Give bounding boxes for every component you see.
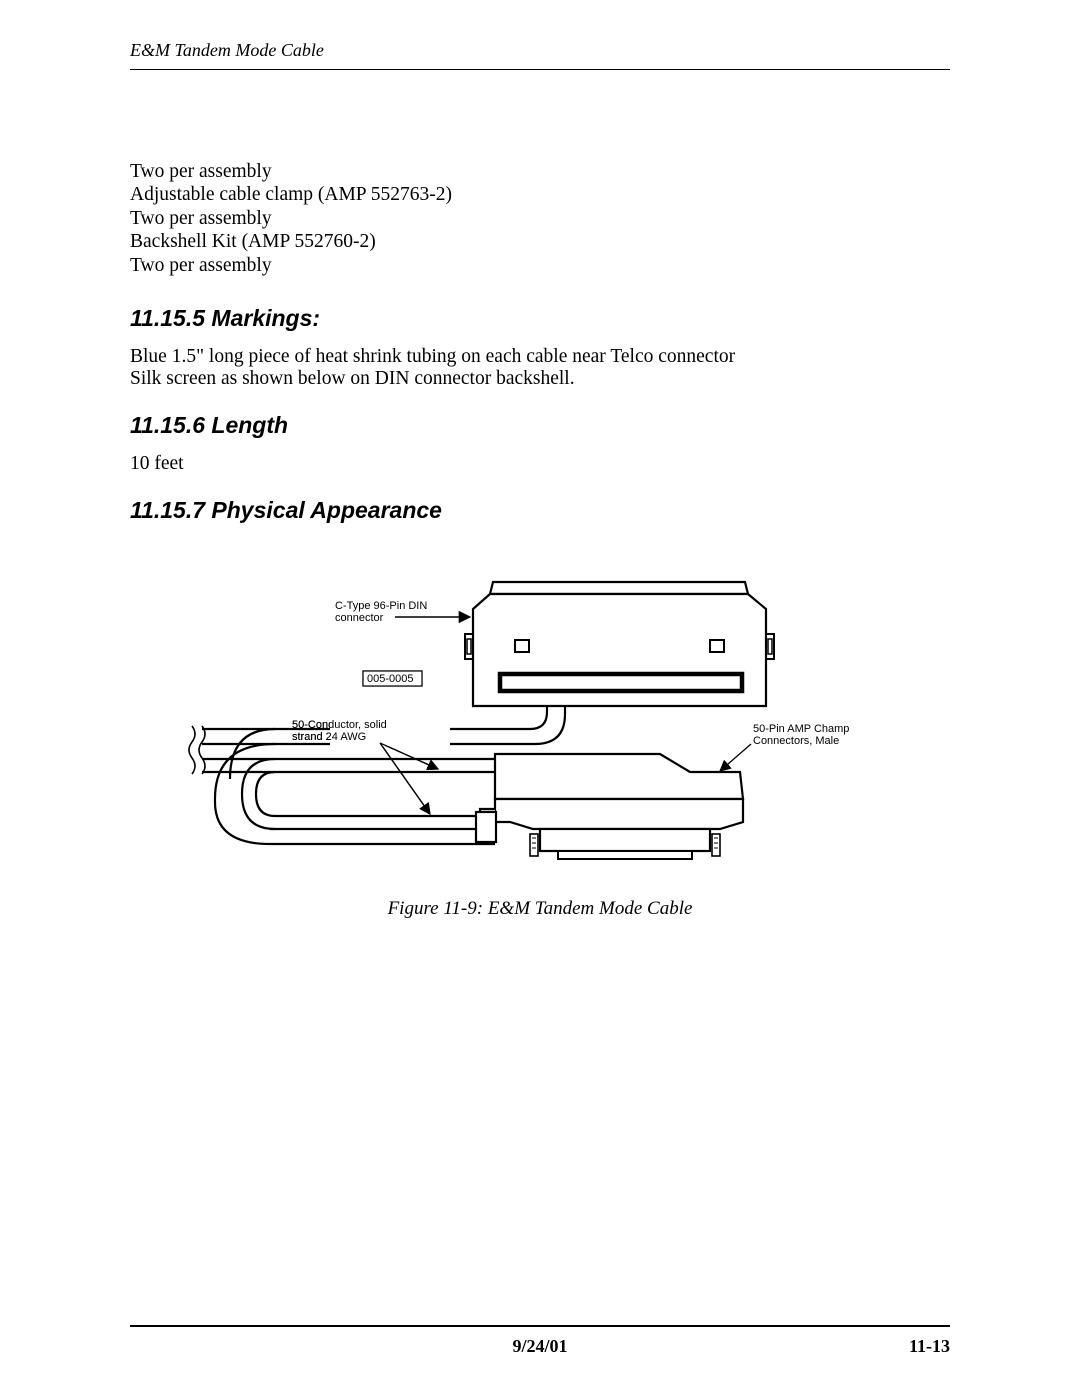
footer-page: 11-13: [909, 1336, 950, 1357]
cable-break-icon: [189, 726, 205, 774]
intro-line: Two per assembly: [130, 207, 950, 230]
svg-text:50-Conductor, solid: 50-Conductor, solid: [292, 719, 387, 731]
footer-rule: [130, 1325, 950, 1327]
heading-length: 11.15.6 Length: [130, 412, 950, 439]
page: E&M Tandem Mode Cable Two per assembly A…: [0, 0, 1080, 1397]
heading-appearance: 11.15.7 Physical Appearance: [130, 497, 950, 524]
heading-markings: 11.15.5 Markings:: [130, 305, 950, 332]
intro-line: Backshell Kit (AMP 552760-2): [130, 230, 950, 253]
figure-caption: Figure 11-9: E&M Tandem Mode Cable: [130, 898, 950, 920]
markings-line1: Blue 1.5" long piece of heat shrink tubi…: [130, 346, 950, 368]
lower-cable-entry: [476, 812, 496, 842]
markings-body: Blue 1.5" long piece of heat shrink tubi…: [130, 346, 950, 390]
din-label-line1: C-Type 96-Pin DIN: [335, 600, 427, 612]
svg-text:strand 24 AWG: strand 24 AWG: [292, 731, 366, 743]
din-connector-icon: [465, 582, 774, 706]
amp-label: 50-Pin AMP Champ Connectors, Male: [720, 723, 849, 771]
amp-label-line1: 50-Pin AMP Champ: [753, 723, 849, 735]
din-label: C-Type 96-Pin DIN connector: [335, 600, 470, 624]
intro-line: Two per assembly: [130, 254, 950, 277]
page-header-title: E&M Tandem Mode Cable: [130, 40, 950, 70]
figure-container: 005-0005: [130, 554, 950, 920]
cable-diagram: 005-0005: [180, 554, 900, 874]
intro-block: Two per assembly Adjustable cable clamp …: [130, 160, 950, 277]
amp-label-line2: Connectors, Male: [753, 735, 839, 747]
intro-line: Two per assembly: [130, 160, 950, 183]
length-body: 10 feet: [130, 453, 950, 475]
intro-line: Adjustable cable clamp (AMP 552763-2): [130, 183, 950, 206]
markings-line2: Silk screen as shown below on DIN connec…: [130, 368, 950, 390]
din-label-line2: connector: [335, 612, 384, 624]
svg-text:005-0005: 005-0005: [367, 673, 414, 685]
